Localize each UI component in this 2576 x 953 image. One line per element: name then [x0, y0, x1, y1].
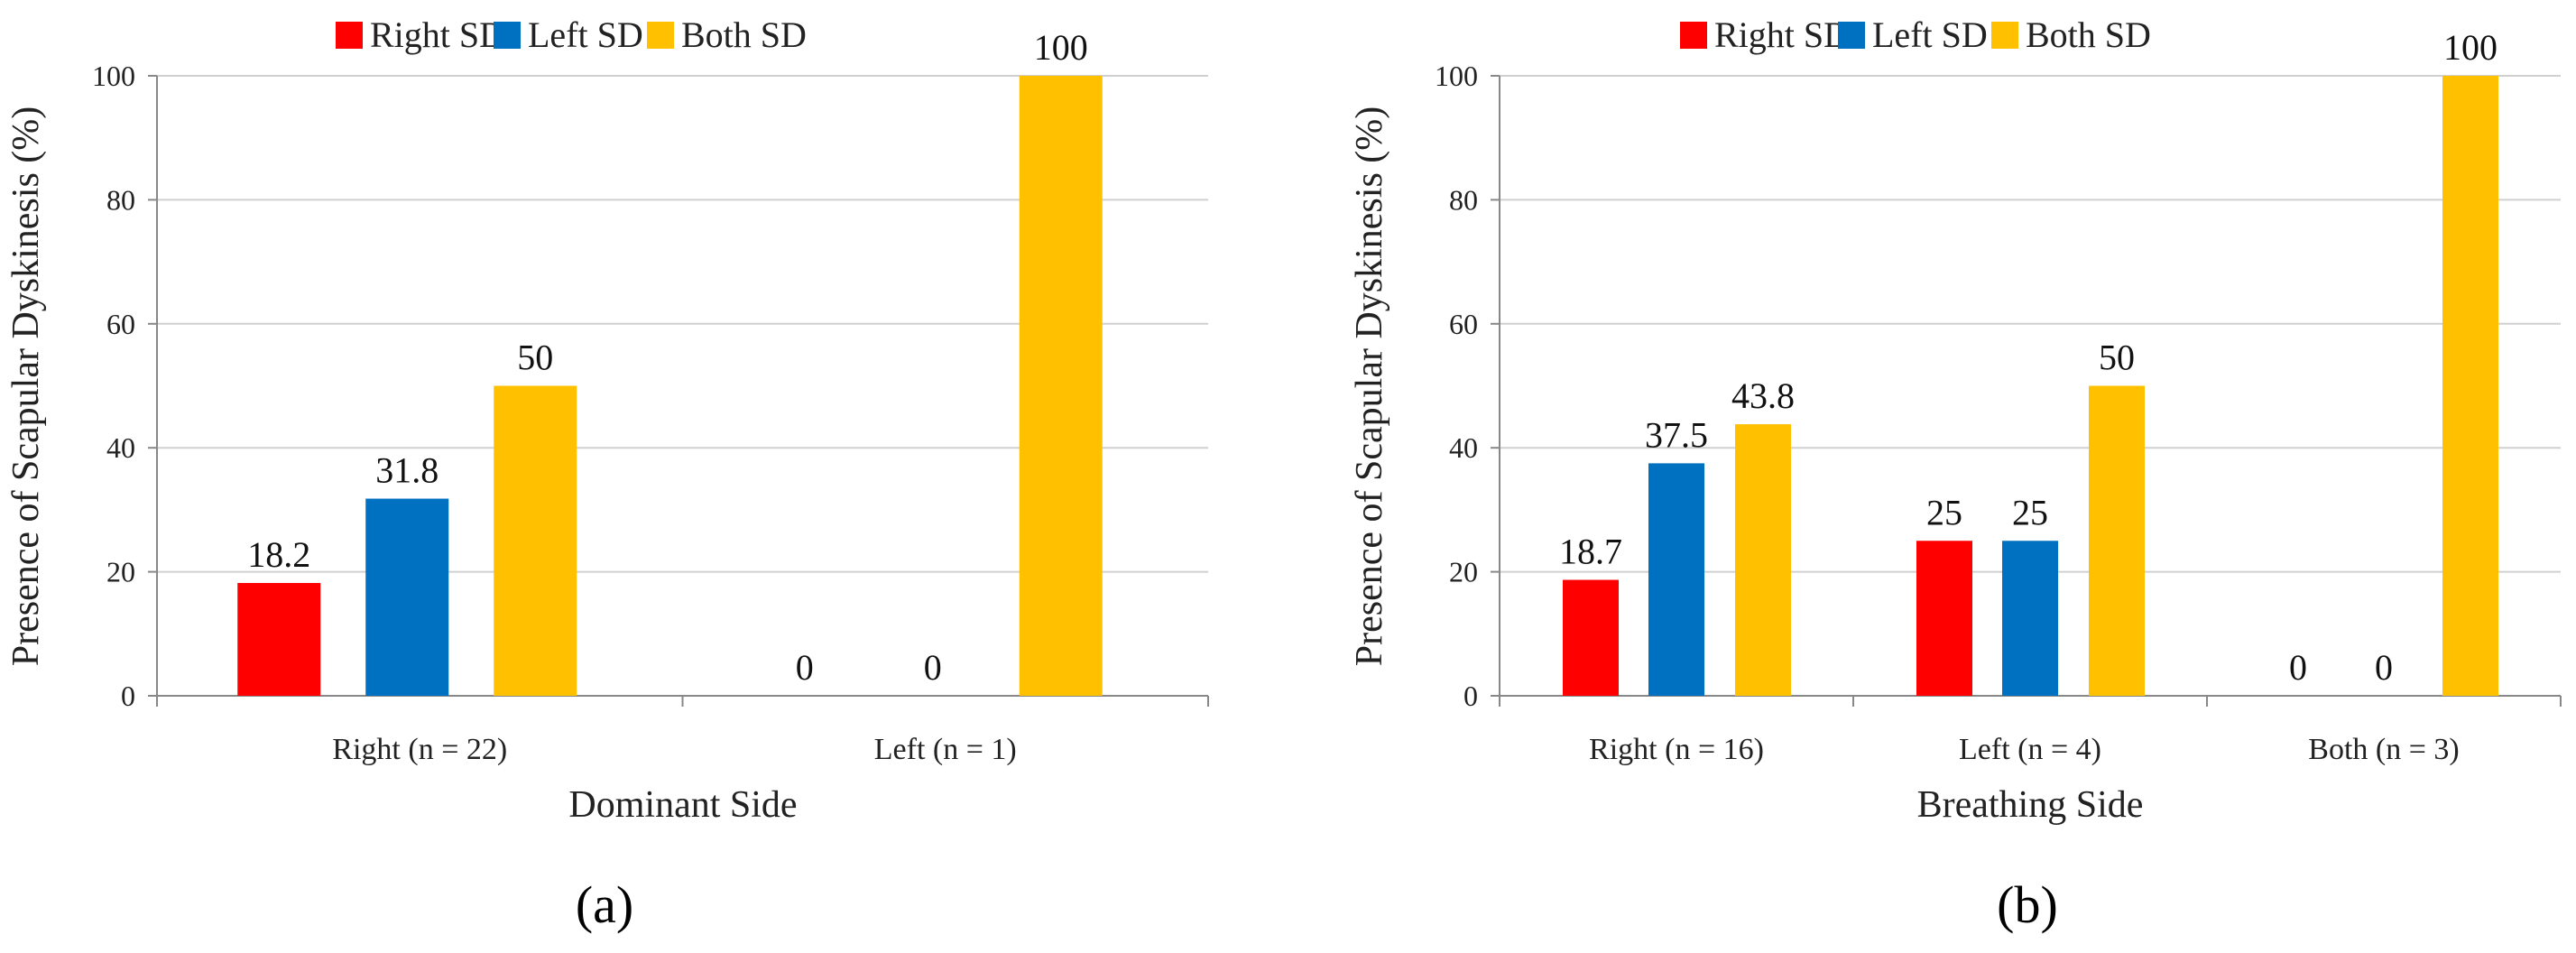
bar-both-sd	[1019, 76, 1103, 696]
data-label: 50	[2099, 338, 2135, 378]
x-tick-label: Right (n = 22)	[332, 733, 507, 766]
chart-panel-a: 0 20 40 60 80 100 Right (n = 22) 18.2 31.8 50 Left…	[5, 14, 1209, 934]
bar-left-sd	[1648, 463, 1704, 696]
y-tick-label: 100	[1435, 60, 1478, 92]
legend-right-sd: Right SD	[370, 14, 505, 55]
data-label: 25	[2012, 492, 2048, 532]
legend-right-sd: Right SD	[1714, 14, 1850, 55]
data-label: 100	[2443, 27, 2498, 68]
data-label: 31.8	[375, 450, 439, 491]
bar-both-sd	[2442, 76, 2498, 696]
legend-both-sd: Both SD	[2026, 14, 2151, 55]
y-tick-label: 60	[106, 308, 135, 340]
legend-both-sd-swatch	[1991, 22, 2018, 49]
legend-left-sd-swatch	[1838, 22, 1865, 49]
legend-left-sd: Left SD	[528, 14, 643, 55]
bar-both-sd	[1735, 424, 1791, 696]
y-tick-label: 20	[106, 556, 135, 588]
data-label: 100	[1034, 27, 1088, 68]
x-axis-title: Dominant Side	[568, 784, 797, 826]
data-label: 0	[924, 647, 942, 688]
y-tick-label: 20	[1449, 556, 1478, 588]
y-tick-label: 40	[1449, 431, 1478, 464]
legend-right-sd-swatch	[336, 22, 363, 49]
data-label: 18.2	[247, 534, 310, 575]
y-tick-label: 40	[106, 431, 135, 464]
bar-left-sd	[365, 498, 449, 696]
data-label: 43.8	[1731, 375, 1795, 416]
bar-right-sd	[1563, 579, 1619, 696]
x-tick-label: Both (n = 3)	[2308, 733, 2459, 766]
y-tick-label: 60	[1449, 308, 1478, 340]
x-tick-label: Left (n = 1)	[874, 733, 1017, 766]
y-axis-title: Presence of Scapular Dyskinesis (%)	[5, 106, 47, 666]
x-axis-title: Breathing Side	[1917, 784, 2144, 826]
data-label: 0	[2375, 647, 2393, 688]
y-tick-label: 100	[92, 60, 135, 92]
x-tick-label: Right (n = 16)	[1589, 733, 1764, 766]
data-label: 18.7	[1559, 532, 1622, 572]
data-label: 0	[796, 647, 814, 688]
legend-right-sd-swatch	[1680, 22, 1707, 49]
panel-label: (b)	[1997, 875, 2058, 934]
bar-right-sd	[1916, 541, 1972, 696]
legend-left-sd-swatch	[494, 22, 521, 49]
legend-both-sd-swatch	[647, 22, 674, 49]
bar-right-sd	[237, 582, 321, 696]
y-tick-label: 0	[1463, 680, 1478, 712]
legend-both-sd: Both SD	[681, 14, 807, 55]
data-label: 25	[1926, 492, 1962, 532]
x-tick-label: Left (n = 4)	[1959, 733, 2101, 766]
data-label: 37.5	[1645, 414, 1708, 455]
panel-label: (a)	[576, 875, 633, 934]
y-tick-label: 80	[1449, 183, 1478, 216]
bar-both-sd	[494, 385, 577, 696]
legend-left-sd: Left SD	[1872, 14, 1988, 55]
data-label: 50	[517, 338, 553, 378]
bar-left-sd	[2002, 541, 2058, 696]
y-tick-label: 0	[121, 680, 135, 712]
y-tick-label: 80	[106, 183, 135, 216]
bar-both-sd	[2089, 385, 2145, 696]
y-axis-title: Presence of Scapular Dyskinesis (%)	[1349, 106, 1390, 666]
data-label: 0	[2289, 647, 2307, 688]
chart-panel-b: 0 20 40 60 80 100 Right (n = 16) 18.7 37.5 43.8 Le…	[1349, 14, 2562, 934]
